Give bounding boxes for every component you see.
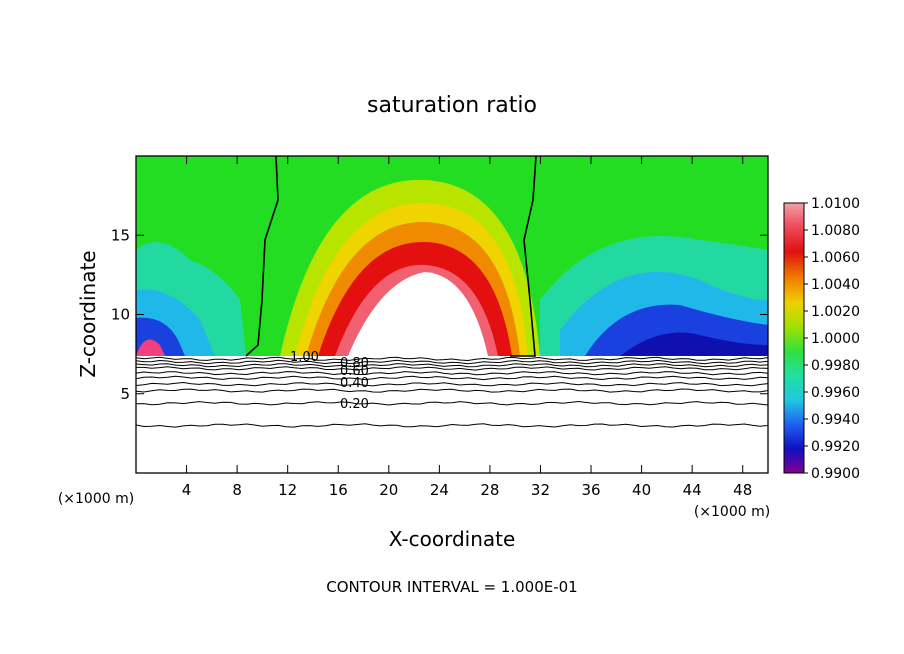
contour-line bbox=[136, 359, 768, 365]
right-navy-region bbox=[620, 332, 768, 356]
contour-line bbox=[136, 366, 768, 371]
heatmap-field bbox=[136, 156, 768, 473]
colorbar-label: 0.9940 bbox=[811, 412, 860, 428]
x-tick-label: 28 bbox=[480, 481, 499, 499]
x-tick-label: 12 bbox=[278, 481, 297, 499]
x-unit-right: (×1000 m) bbox=[694, 504, 770, 520]
x-tick-label: 8 bbox=[232, 481, 242, 499]
contour-label-0.20: 0.20 bbox=[340, 397, 369, 412]
y-axis: 5 10 15 bbox=[111, 226, 768, 403]
contour-line bbox=[136, 381, 768, 387]
contour-line bbox=[136, 388, 768, 393]
x-axis: 4 8 12 16 20 24 28 32 36 40 44 48 bbox=[182, 156, 752, 499]
x-tick-label: 24 bbox=[430, 481, 449, 499]
left-magenta-edge bbox=[136, 339, 165, 356]
contour-1-right bbox=[510, 155, 537, 357]
y-tick-label: 10 bbox=[111, 306, 130, 324]
contour-line bbox=[136, 423, 768, 428]
x-axis-label: X-coordinate bbox=[389, 527, 516, 551]
contour-label-1.00: 1.00 bbox=[290, 350, 319, 365]
x-tick-label: 44 bbox=[683, 481, 702, 499]
y-tick-label: 15 bbox=[111, 226, 130, 244]
contour-labels: 1.00 0.80 0.60 0.40 0.20 bbox=[290, 350, 369, 412]
chart-title: saturation ratio bbox=[367, 93, 537, 118]
plume-core-white bbox=[348, 272, 488, 356]
x-unit-left: (×1000 m) bbox=[58, 491, 134, 507]
contour-line bbox=[136, 375, 768, 381]
below-cloud-region bbox=[136, 356, 768, 473]
contour-1-left bbox=[245, 155, 279, 357]
x-tick-label: 48 bbox=[733, 481, 752, 499]
colorbar-label: 0.9980 bbox=[811, 358, 860, 374]
contour-label-0.60: 0.60 bbox=[340, 364, 369, 379]
colorbar-label: 1.0020 bbox=[811, 304, 860, 320]
colorbar-label: 1.0060 bbox=[811, 250, 860, 266]
contour-label-0.40: 0.40 bbox=[340, 376, 369, 391]
contour-line bbox=[136, 400, 768, 406]
x-tick-label: 16 bbox=[329, 481, 348, 499]
contour-interval-note: CONTOUR INTERVAL = 1.000E-01 bbox=[326, 578, 577, 596]
colorbar-label: 1.0100 bbox=[811, 196, 860, 212]
colorbar bbox=[783, 202, 805, 474]
colorbar-label: 1.0000 bbox=[811, 331, 860, 347]
x-tick-label: 4 bbox=[182, 481, 192, 499]
y-tick-label: 5 bbox=[120, 385, 130, 403]
colorbar-label: 0.9920 bbox=[811, 439, 860, 455]
colorbar-label: 1.0080 bbox=[811, 223, 860, 239]
contour-line bbox=[136, 363, 768, 368]
contour-lines bbox=[136, 356, 768, 428]
x-tick-label: 40 bbox=[632, 481, 651, 499]
x-tick-label: 20 bbox=[379, 481, 398, 499]
contour-line bbox=[136, 371, 768, 376]
contour-line bbox=[136, 356, 768, 362]
contour-label-0.80: 0.80 bbox=[340, 356, 369, 371]
x-tick-label: 36 bbox=[581, 481, 600, 499]
colorbar-label: 0.9900 bbox=[811, 466, 860, 482]
y-axis-label: Z-coordinate bbox=[76, 250, 100, 377]
colorbar-label: 0.9960 bbox=[811, 385, 860, 401]
colorbar-labels: 1.0100 1.0080 1.0060 1.0040 1.0020 1.0000 0.99… bbox=[804, 196, 860, 482]
x-tick-label: 32 bbox=[531, 481, 550, 499]
colorbar-label: 1.0040 bbox=[811, 277, 860, 293]
